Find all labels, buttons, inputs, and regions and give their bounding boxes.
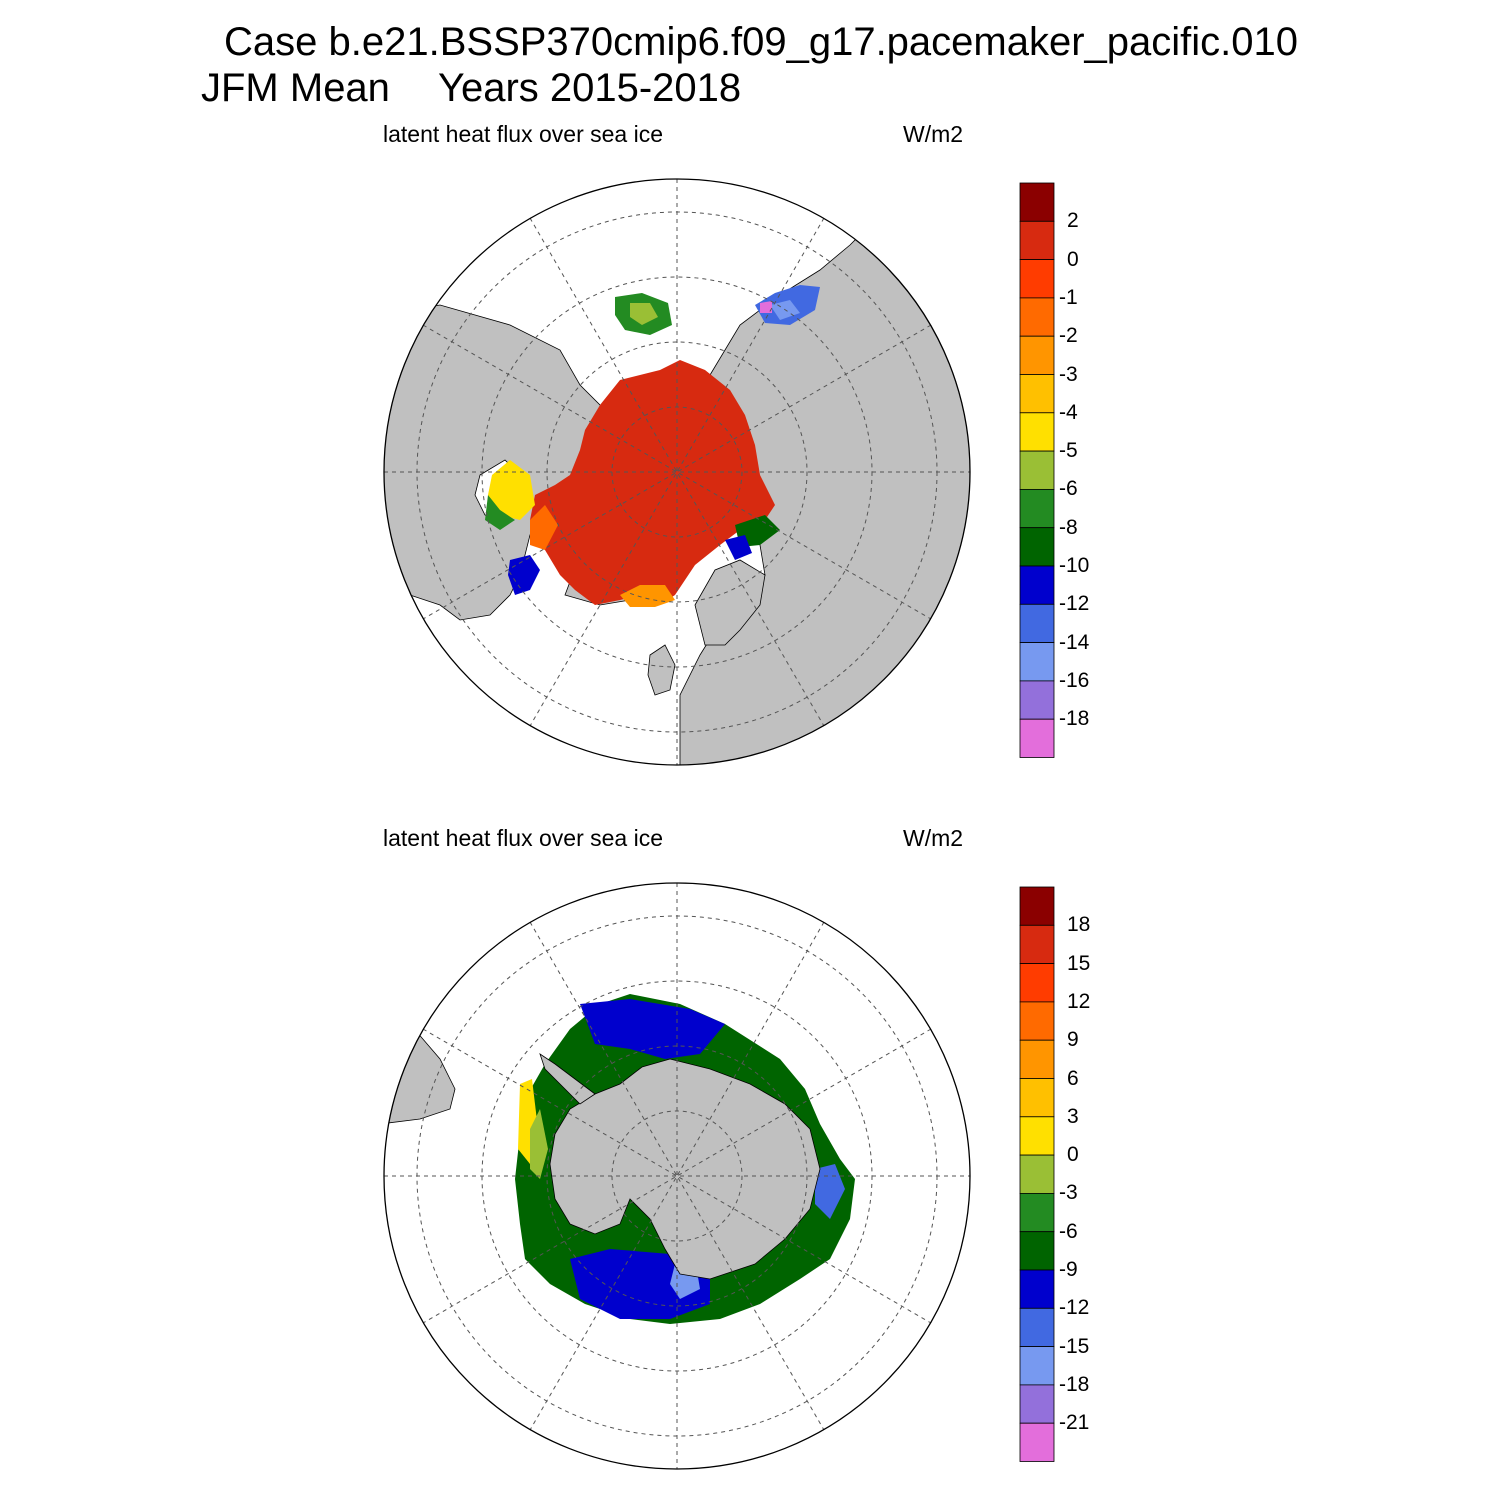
arctic-sea-ice (530, 360, 775, 605)
colorbar-tick-label: 0 (1067, 247, 1079, 271)
colorbar-tick-label: -15 (1059, 1334, 1090, 1358)
colorbar-tick-label: -3 (1059, 362, 1078, 386)
colorbar-boxes (1019, 182, 1055, 758)
colorbar-swatch (1019, 680, 1055, 720)
colorbar-tick-label: -14 (1059, 630, 1090, 654)
south-colorbar: 18 15 12 9 6 3 0 -3 -6 -9 -12 -15 -18 -21 (1019, 886, 1090, 1468)
colorbar-swatch (1019, 1346, 1055, 1386)
south-polar-map (383, 882, 971, 1470)
colorbar-tick-label: 0 (1067, 1143, 1079, 1167)
colorbar-swatch (1019, 1269, 1055, 1309)
colorbar-tick-label: 12 (1067, 989, 1091, 1013)
colorbar-tick-label: 6 (1067, 1066, 1079, 1090)
colorbar-swatch (1019, 718, 1055, 758)
panel-north-units: W/m2 (903, 121, 964, 147)
season-years-title: JFM Mean Years 2015-2018 (201, 66, 741, 111)
colorbar-swatch (1019, 1001, 1055, 1041)
colorbar-swatch (1019, 182, 1055, 222)
colorbar-tick-label: -3 (1059, 1181, 1078, 1205)
colorbar-swatch (1019, 1231, 1055, 1271)
north-polar-map (383, 178, 971, 766)
colorbar-swatch (1019, 924, 1055, 964)
colorbar-tick-label: -10 (1059, 554, 1090, 577)
map-border-south (383, 882, 971, 1470)
colorbar-swatch (1019, 1078, 1055, 1118)
graticule (384, 179, 970, 765)
colorbar-tick-label: -18 (1059, 707, 1090, 731)
panel-south-left-label: latent heat flux over sea ice (383, 825, 663, 851)
colorbar-tick-label: -4 (1059, 400, 1078, 424)
labrador-sea-ice (488, 460, 535, 520)
colorbar-tick-label: -6 (1059, 1219, 1078, 1243)
antarctica-land (549, 1058, 821, 1280)
colorbar-tick-label: 2 (1067, 209, 1079, 233)
britain-land (647, 644, 676, 696)
colorbar-tick-label: -2 (1059, 324, 1078, 348)
colorbar-swatch (1019, 1192, 1055, 1233)
colorbar-swatch (1019, 1039, 1055, 1079)
north-colorbar: 2 0 -1 -2 -3 -4 -5 -6 -8 -10 -12 -14 -16 -18 (1019, 182, 1089, 764)
colorbar-swatch (1019, 1384, 1055, 1424)
colorbar-tick-label: -12 (1059, 1296, 1090, 1320)
colorbar-swatch (1019, 488, 1055, 529)
colorbar-tick-label: -16 (1059, 668, 1090, 692)
colorbar-swatch (1019, 374, 1055, 414)
colorbar-swatch (1019, 335, 1055, 375)
colorbar-tick-label: 9 (1067, 1028, 1079, 1052)
colorbar-swatch (1019, 1116, 1055, 1156)
colorbar-swatch (1019, 1154, 1055, 1194)
colorbar-swatch (1019, 259, 1055, 299)
colorbar-tick-label: -18 (1059, 1372, 1090, 1396)
colorbar-swatch (1019, 450, 1055, 490)
colorbar-tick-label: -12 (1059, 592, 1090, 616)
graticule-south (384, 883, 970, 1469)
map-border (383, 178, 971, 766)
colorbar-swatch (1019, 297, 1055, 337)
colorbar-swatch (1019, 963, 1055, 1003)
colorbar-boxes (1019, 886, 1055, 1462)
colorbar-tick-label: -8 (1059, 515, 1078, 539)
case-title: Case b.e21.BSSP370cmip6.f09_g17.pacemake… (224, 20, 1299, 64)
colorbar-tick-label: 18 (1067, 913, 1091, 937)
colorbar-swatch (1019, 565, 1055, 605)
panel-south-units: W/m2 (903, 825, 964, 851)
colorbar-swatch (1019, 1422, 1055, 1462)
colorbar-tick-label: -1 (1059, 285, 1078, 309)
panel-north-left-label: latent heat flux over sea ice (383, 121, 663, 147)
colorbar-tick-label: -9 (1059, 1258, 1078, 1281)
colorbar-tick-label: 3 (1067, 1104, 1079, 1128)
weddell-sea-ice (580, 999, 725, 1059)
colorbar-swatch (1019, 412, 1055, 452)
years-label: Years 2015-2018 (437, 66, 742, 110)
colorbar-swatch (1019, 642, 1055, 682)
colorbar-tick-label: -6 (1059, 477, 1078, 501)
colorbar-swatch (1019, 1307, 1055, 1347)
antarctic-peninsula (539, 1053, 596, 1105)
colorbar-swatch (1019, 527, 1055, 567)
colorbar-tick-label: -21 (1059, 1411, 1090, 1435)
colorbar-swatch (1019, 603, 1055, 643)
colorbar-tick-label: -5 (1059, 439, 1078, 463)
season-label: JFM Mean (201, 66, 390, 110)
colorbar-tick-label: 15 (1067, 951, 1091, 975)
colorbar-swatch (1019, 220, 1055, 260)
colorbar-swatch (1019, 886, 1055, 926)
